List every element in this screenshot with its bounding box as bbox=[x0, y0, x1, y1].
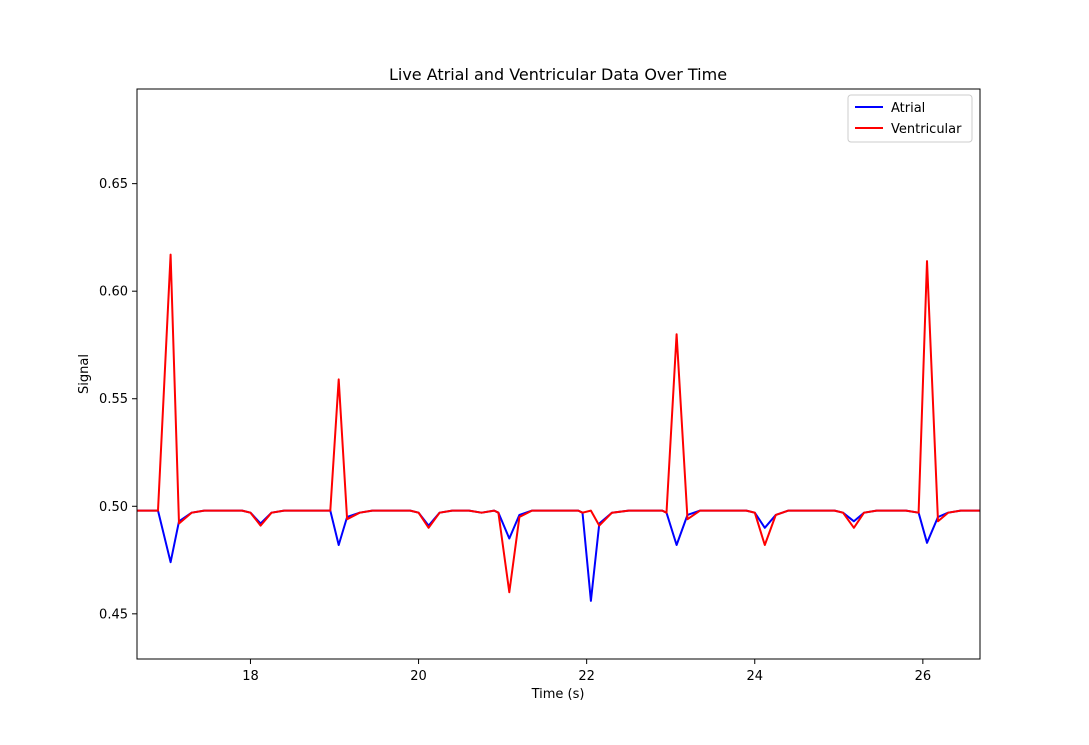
chart-title: Live Atrial and Ventricular Data Over Ti… bbox=[389, 65, 727, 84]
y-axis-ticks: 0.45 0.50 0.55 0.60 0.65 bbox=[99, 177, 137, 622]
x-tick-label: 26 bbox=[915, 669, 932, 684]
y-tick-label: 0.60 bbox=[99, 285, 128, 300]
x-tick-label: 18 bbox=[242, 669, 259, 684]
x-tick-label: 24 bbox=[746, 669, 763, 684]
plot-lines bbox=[137, 253, 980, 602]
y-tick-label: 0.65 bbox=[99, 177, 128, 192]
y-tick-label: 0.45 bbox=[99, 607, 128, 622]
legend-label-atrial: Atrial bbox=[891, 101, 925, 116]
plot-area-frame bbox=[136, 88, 981, 660]
x-axis-label: Time (s) bbox=[531, 687, 585, 702]
legend-label-ventricular: Ventricular bbox=[891, 122, 962, 137]
y-axis-label: Signal bbox=[77, 354, 92, 394]
series-line-ventricular bbox=[137, 253, 980, 594]
x-tick-label: 20 bbox=[410, 669, 427, 684]
x-axis-ticks: 18 20 22 24 26 bbox=[242, 659, 931, 684]
x-tick-label: 22 bbox=[578, 669, 595, 684]
y-tick-label: 0.50 bbox=[99, 500, 128, 515]
y-tick-label: 0.55 bbox=[99, 392, 128, 407]
chart-legend: Atrial Ventricular bbox=[847, 94, 973, 143]
